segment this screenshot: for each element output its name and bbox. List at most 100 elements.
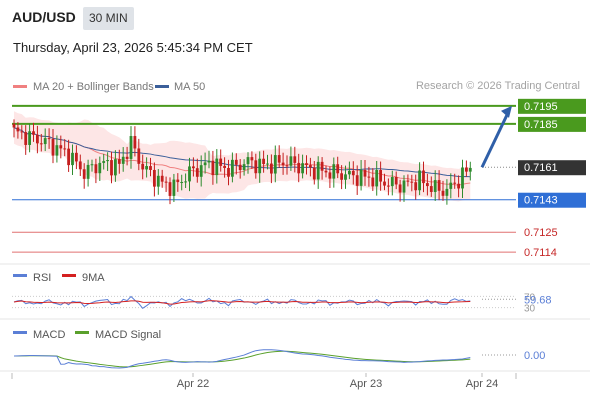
candle-body — [355, 175, 359, 186]
candle-body — [106, 160, 109, 162]
candle-body — [410, 181, 414, 183]
rsi-ma-line — [13, 300, 471, 305]
bollinger-legend-swatch — [13, 85, 27, 88]
candle-body — [102, 161, 106, 163]
x-axis-label: Apr 23 — [350, 378, 382, 390]
candle-body — [293, 156, 297, 163]
candle-body — [379, 170, 382, 182]
candle-body — [324, 170, 328, 173]
macd-signal-legend-swatch — [75, 331, 89, 334]
candle-body — [75, 152, 78, 162]
candle-body — [223, 165, 226, 168]
candle-body — [207, 160, 211, 163]
candle-body — [246, 157, 250, 165]
candle-body — [281, 162, 285, 166]
datetime-label: Thursday, April 23, 2026 5:45:34 PM CET — [13, 40, 253, 55]
candle-body — [78, 161, 82, 170]
rsi-ma-legend-label: 9MA — [82, 272, 105, 284]
candle-body — [59, 145, 63, 149]
candle-body — [12, 123, 16, 128]
candle-body — [453, 182, 457, 184]
candle-body — [437, 180, 441, 191]
candle-body — [156, 175, 160, 187]
support-level-label: 0.7114 — [524, 247, 557, 259]
candle-body — [180, 181, 184, 183]
candle-body — [468, 167, 472, 172]
candle-body — [250, 157, 254, 161]
candle-body — [215, 158, 219, 176]
candle-body — [461, 167, 464, 189]
candle-body — [418, 170, 421, 191]
candle-body — [125, 156, 129, 159]
candle-body — [320, 161, 324, 171]
candle-body — [219, 158, 223, 166]
candle-body — [238, 164, 242, 171]
macd-value-label: 0.00 — [524, 350, 545, 362]
candle-body — [254, 160, 258, 174]
candle-body — [121, 156, 125, 164]
macd-line — [13, 349, 471, 369]
candle-body — [203, 162, 207, 166]
candle-body — [371, 177, 375, 187]
timeframe-badge[interactable]: 30 MIN — [83, 7, 134, 30]
candle-body — [199, 165, 203, 177]
candle-body — [433, 180, 437, 192]
candle-body — [390, 177, 394, 187]
candle-body — [402, 180, 406, 193]
candle-body — [359, 169, 363, 186]
candle-body — [242, 164, 246, 171]
candle-body — [43, 138, 47, 145]
candle-body — [258, 158, 262, 174]
candle-body — [375, 170, 379, 187]
candle-body — [24, 132, 28, 145]
ma20-line — [13, 127, 471, 186]
candle-body — [301, 163, 304, 174]
candle-body — [67, 148, 70, 166]
candle-body — [363, 169, 367, 177]
candle-body — [172, 179, 176, 196]
candle-body — [441, 190, 445, 196]
research-credit: Research © 2026 Trading Central — [415, 80, 580, 92]
macd-signal-line — [13, 350, 471, 368]
macd-legend-swatch — [13, 331, 27, 334]
candle-body — [297, 162, 301, 174]
candle-body — [71, 152, 74, 166]
candle-body — [457, 183, 460, 189]
current-price-label: 0.7161 — [524, 162, 558, 174]
candle-body — [164, 181, 168, 183]
rsi-legend-swatch — [13, 274, 27, 277]
candle-body — [55, 145, 59, 156]
candle-body — [86, 164, 90, 179]
macd-legend-label: MACD — [33, 329, 65, 341]
candle-body — [266, 163, 269, 165]
pivot-tag — [518, 192, 586, 208]
candle-body — [351, 170, 355, 176]
candle-body — [234, 159, 238, 165]
candle-body — [340, 173, 343, 180]
rsi-level-label: 30 — [524, 304, 536, 315]
candle-body — [110, 160, 113, 176]
candle-body — [336, 164, 340, 174]
candle-body — [449, 182, 453, 189]
candle-body — [211, 160, 215, 176]
candle-body — [387, 185, 390, 187]
candle-body — [90, 164, 94, 166]
candle-body — [117, 159, 121, 164]
candle-body — [270, 163, 273, 174]
candle-body — [28, 131, 31, 145]
candle-body — [426, 183, 429, 187]
candle-body — [445, 188, 449, 196]
candle-body — [145, 166, 148, 170]
ma50-legend-swatch — [155, 85, 169, 88]
candle-body — [32, 131, 35, 135]
candle-body — [414, 182, 418, 191]
candle-body — [36, 134, 39, 144]
candle-body — [39, 143, 43, 145]
candle-body — [367, 176, 371, 178]
candle-body — [114, 159, 117, 176]
candle-body — [176, 179, 180, 183]
candle-body — [332, 164, 336, 179]
support-level-label: 0.7125 — [524, 227, 558, 239]
bollinger-legend-label: MA 20 + Bollinger Bands — [33, 81, 154, 93]
candle-body — [98, 162, 102, 174]
